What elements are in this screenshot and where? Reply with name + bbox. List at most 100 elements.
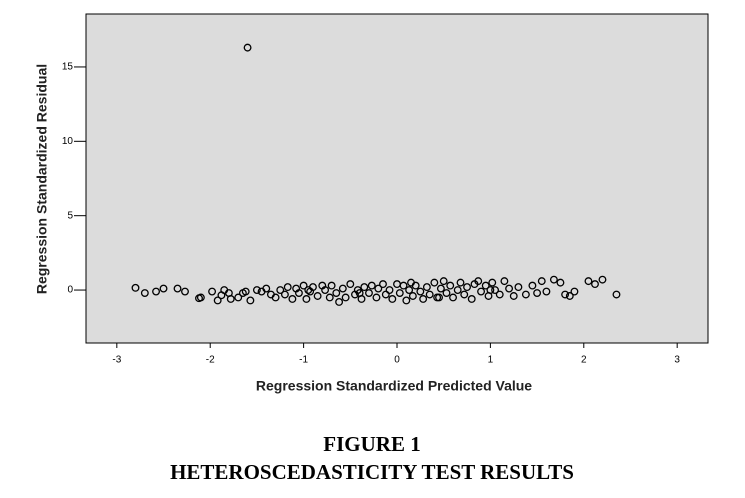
point — [474, 277, 483, 286]
point — [533, 289, 542, 297]
point — [327, 281, 336, 290]
point — [341, 293, 350, 302]
point — [365, 289, 373, 297]
point — [528, 281, 537, 290]
point — [243, 43, 252, 52]
point — [556, 278, 565, 287]
point — [467, 295, 476, 303]
x-tick-label: -3 — [112, 355, 121, 366]
y-tick-label: 0 — [67, 285, 73, 296]
x-tick-label: 3 — [674, 355, 680, 366]
point — [416, 287, 425, 296]
point — [288, 295, 297, 303]
point — [213, 296, 222, 305]
point — [208, 287, 217, 296]
point — [388, 295, 397, 303]
point — [439, 277, 448, 286]
point — [294, 289, 303, 297]
point — [449, 293, 457, 302]
point — [598, 275, 607, 284]
x-tick-label: -2 — [206, 355, 215, 366]
point — [246, 296, 255, 305]
point — [486, 286, 495, 295]
point — [442, 289, 451, 297]
point — [271, 293, 280, 302]
point — [463, 283, 471, 292]
point — [283, 283, 292, 292]
point — [302, 295, 311, 303]
point — [140, 289, 149, 297]
point — [488, 278, 497, 287]
point — [407, 278, 415, 287]
point — [481, 281, 490, 290]
point — [280, 290, 289, 299]
point — [612, 290, 621, 299]
point — [374, 284, 383, 293]
point — [549, 275, 558, 284]
point — [509, 292, 518, 300]
point — [313, 292, 322, 300]
point — [159, 284, 168, 293]
y-tick-label: 5 — [67, 210, 73, 221]
caption: HETEROSCEDASTICITY TEST RESULTS — [170, 460, 574, 484]
point — [521, 290, 530, 299]
point — [360, 283, 369, 292]
point — [299, 281, 308, 290]
point — [355, 289, 364, 297]
point — [241, 287, 250, 296]
point — [537, 277, 546, 286]
point — [181, 287, 189, 296]
point — [419, 295, 428, 303]
point — [173, 284, 182, 293]
point — [304, 286, 313, 295]
point — [436, 284, 445, 293]
point — [561, 290, 570, 299]
x-tick-label: 0 — [394, 355, 400, 366]
point — [379, 280, 387, 289]
point — [591, 280, 599, 289]
point — [477, 287, 486, 296]
point — [131, 283, 140, 292]
y-axis-label: Regression Standardized Residual — [34, 64, 50, 294]
point — [495, 290, 504, 299]
point — [234, 293, 243, 302]
point — [422, 283, 431, 292]
point — [402, 296, 411, 305]
point — [430, 278, 439, 287]
point — [338, 284, 347, 293]
point — [395, 289, 404, 297]
point — [196, 293, 205, 302]
point — [262, 284, 271, 293]
point — [453, 286, 462, 295]
point — [321, 286, 330, 295]
x-axis-label: Regression Standardized Predicted Value — [256, 378, 532, 394]
point — [385, 286, 394, 295]
point — [408, 292, 417, 300]
point — [456, 278, 465, 287]
y-tick-label: 10 — [62, 136, 74, 147]
x-tick-label: 1 — [488, 355, 494, 366]
point — [446, 281, 455, 290]
point — [252, 286, 261, 295]
point — [346, 280, 355, 289]
point — [435, 293, 443, 302]
point — [460, 290, 469, 299]
point — [399, 281, 408, 290]
point — [335, 297, 344, 306]
point — [500, 277, 509, 286]
point — [276, 286, 285, 295]
x-tick-label: 2 — [581, 355, 587, 366]
point — [584, 277, 593, 286]
plot-area — [85, 13, 709, 344]
x-tick-label: -1 — [299, 355, 308, 366]
point — [491, 286, 500, 295]
point — [514, 283, 523, 292]
y-tick-label: 15 — [62, 62, 74, 73]
point — [565, 292, 574, 300]
point — [332, 289, 341, 297]
point — [570, 287, 579, 296]
figure-label: FIGURE 1 — [323, 432, 420, 456]
point — [405, 286, 414, 295]
point — [505, 284, 514, 293]
